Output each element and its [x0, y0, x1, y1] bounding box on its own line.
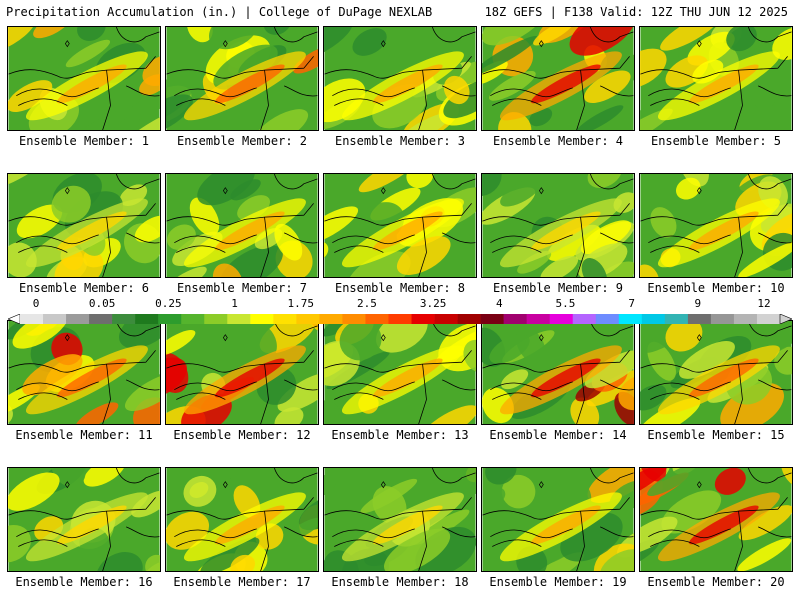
colorbar-segment [595, 314, 620, 324]
colorbar-segment [664, 314, 689, 324]
colorbar-tick-label: 3.25 [419, 297, 447, 310]
ensemble-map-panel [481, 320, 635, 425]
ensemble-member-label: Ensemble Member: 20 [647, 575, 785, 589]
ensemble-map-panel [639, 173, 793, 278]
colorbar-segment [687, 314, 712, 324]
colorbar-tick-label: 2.5 [356, 297, 377, 310]
ensemble-member-label: Ensemble Member: 3 [334, 134, 466, 148]
colorbar-segment [20, 314, 44, 324]
colorbar-segment [457, 314, 481, 324]
colorbar-tick-label: 4 [495, 297, 503, 310]
ensemble-member-label: Ensemble Member: 19 [489, 575, 627, 589]
colorbar-segment [526, 314, 550, 324]
ensemble-map-panel [7, 26, 161, 131]
colorbar-segment [181, 314, 205, 324]
ensemble-member-label: Ensemble Member: 18 [331, 575, 469, 589]
colorbar-segment [319, 314, 343, 324]
ensemble-member-label: Ensemble Member: 16 [15, 575, 153, 589]
valid-time-label: 18Z GEFS | F138 Valid: 12Z THU JUN 12 20… [484, 5, 788, 19]
chart-title: Precipitation Accumulation (in.) | Colle… [6, 5, 433, 19]
ensemble-map-panel [481, 467, 635, 572]
colorbar-segment [296, 314, 320, 324]
colorbar-segment [365, 314, 389, 324]
colorbar-segment [112, 314, 136, 324]
ensemble-member-label: Ensemble Member: 12 [173, 428, 311, 442]
ensemble-member-label: Ensemble Member: 17 [173, 575, 311, 589]
colorbar-segment [572, 314, 597, 324]
ensemble-map-panel [7, 320, 161, 425]
ensemble-member-label: Ensemble Member: 5 [650, 134, 782, 148]
colorbar-segment [480, 314, 504, 324]
ensemble-map-panel [481, 173, 635, 278]
colorbar-segment [503, 314, 527, 324]
ensemble-member-label: Ensemble Member: 2 [176, 134, 308, 148]
ensemble-map-panel [165, 467, 319, 572]
ensemble-member-label: Ensemble Member: 15 [647, 428, 785, 442]
ensemble-member-label: Ensemble Member: 10 [647, 281, 785, 295]
ensemble-map-panel [323, 26, 477, 131]
ensemble-map-panel [7, 467, 161, 572]
colorbar-segment [43, 314, 67, 324]
colorbar-segment [756, 314, 781, 324]
colorbar-segment [549, 314, 574, 324]
colorbar-segment [158, 314, 182, 324]
colorbar-tick-label: 0.05 [88, 297, 116, 310]
colorbar-segment [342, 314, 366, 324]
ensemble-member-label: Ensemble Member: 11 [15, 428, 153, 442]
colorbar [7, 309, 793, 325]
ensemble-map-panel [7, 173, 161, 278]
ensemble-map-panel [165, 173, 319, 278]
ensemble-map-panel [165, 26, 319, 131]
ensemble-map-panel [639, 320, 793, 425]
colorbar-tick-label: 0 [32, 297, 40, 310]
ensemble-member-label: Ensemble Member: 1 [18, 134, 150, 148]
colorbar-segment [227, 314, 251, 324]
ensemble-member-label: Ensemble Member: 8 [334, 281, 466, 295]
colorbar-segment [618, 314, 643, 324]
ensemble-member-label: Ensemble Member: 14 [489, 428, 627, 442]
colorbar-segment [710, 314, 735, 324]
colorbar-tick-label: 5.5 [555, 297, 576, 310]
colorbar-segment [641, 314, 666, 324]
colorbar-segment [388, 314, 412, 324]
ensemble-map-panel [639, 467, 793, 572]
ensemble-member-label: Ensemble Member: 4 [492, 134, 624, 148]
ensemble-map-panel [323, 173, 477, 278]
ensemble-map-panel [639, 26, 793, 131]
colorbar-tick-label: 1 [231, 297, 238, 310]
ensemble-member-label: Ensemble Member: 7 [176, 281, 308, 295]
colorbar-segment [89, 314, 113, 324]
colorbar-segment [733, 314, 758, 324]
colorbar-segment [411, 314, 435, 324]
colorbar-segment [204, 314, 228, 324]
colorbar-segment [135, 314, 159, 324]
colorbar-tick-label: 7 [628, 297, 635, 310]
ensemble-member-label: Ensemble Member: 9 [492, 281, 624, 295]
colorbar-segment [66, 314, 90, 324]
ensemble-map-panel [481, 26, 635, 131]
colorbar-segment [273, 314, 297, 324]
colorbar-tick-label: 12 [757, 297, 771, 310]
ensemble-member-label: Ensemble Member: 6 [18, 281, 150, 295]
colorbar-tick-label: 1.75 [287, 297, 314, 310]
ensemble-map-panel [165, 320, 319, 425]
ensemble-map-panel [323, 467, 477, 572]
colorbar-segment [250, 314, 274, 324]
colorbar-tick-label: 9 [694, 297, 702, 310]
ensemble-member-label: Ensemble Member: 13 [331, 428, 469, 442]
ensemble-map-panel [323, 320, 477, 425]
colorbar-segment [434, 314, 458, 324]
colorbar-tick-label: 0.25 [155, 297, 182, 310]
